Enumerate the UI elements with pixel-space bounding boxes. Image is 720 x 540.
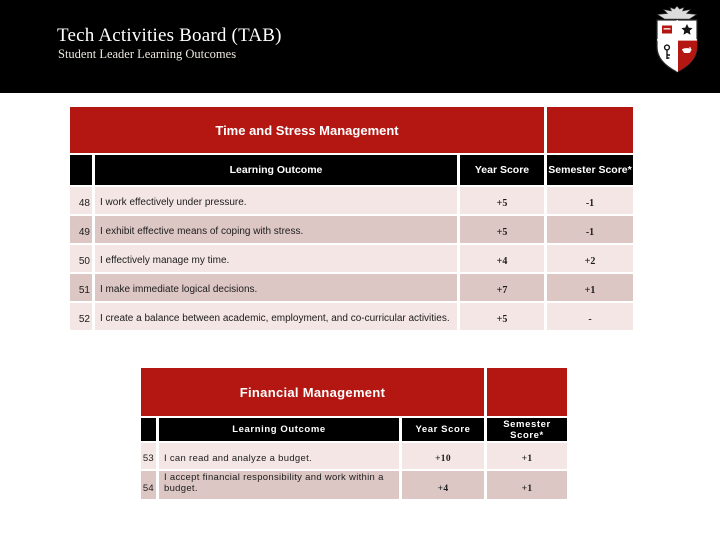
semester-score-cell: -1 [547,216,633,243]
table-title: Time and Stress Management [70,107,544,153]
outcome-cell: I accept financial responsibility and wo… [159,471,399,500]
row-number: 51 [70,274,92,301]
row-number: 48 [70,187,92,214]
year-score-cell: +7 [460,274,544,301]
row-number: 50 [70,245,92,272]
column-header-semester-score: Semester Score* [547,155,633,185]
outcome-cell: I can read and analyze a budget. [159,443,399,469]
outcome-cell: I exhibit effective means of coping with… [95,216,457,243]
slide-header: Tech Activities Board (TAB) Student Lead… [0,0,720,93]
column-header-year-score: Year Score [460,155,544,185]
outcome-cell: I make immediate logical decisions. [95,274,457,301]
row-number: 54 [141,471,156,500]
row-number: 49 [70,216,92,243]
row-number: 52 [70,303,92,330]
table-row: 52 I create a balance between academic, … [70,303,633,330]
university-crest-icon [656,5,698,73]
table-row: 49 I exhibit effective means of coping w… [70,216,633,243]
table-row: 50 I effectively manage my time. +4 +2 [70,245,633,272]
semester-score-cell: +1 [487,443,567,469]
year-score-cell: +4 [460,245,544,272]
table-row: 51 I make immediate logical decisions. +… [70,274,633,301]
year-score-cell: +4 [402,471,484,500]
column-header-learning-outcome: Learning Outcome [159,418,399,441]
semester-score-cell: +1 [487,471,567,500]
semester-score-cell: +2 [547,245,633,272]
table-title: Financial Management [141,368,484,416]
semester-score-cell: - [547,303,633,330]
semester-score-cell: +1 [547,274,633,301]
column-header-learning-outcome: Learning Outcome [95,155,457,185]
table-row: 48 I work effectively under pressure. +5… [70,187,633,214]
table-time-stress-management: Time and Stress Management Learning Outc… [67,105,636,332]
table-title-spacer-cell [487,368,567,416]
column-header-year-score: Year Score [402,418,484,441]
outcome-cell: I work effectively under pressure. [95,187,457,214]
column-header-number [70,155,92,185]
year-score-cell: +5 [460,187,544,214]
year-score-cell: +5 [460,303,544,330]
outcome-cell: I effectively manage my time. [95,245,457,272]
year-score-cell: +5 [460,216,544,243]
semester-score-cell: -1 [547,187,633,214]
page-title: Tech Activities Board (TAB) [57,25,282,46]
column-header-semester-score: Semester Score* [487,418,567,441]
page-subtitle: Student Leader Learning Outcomes [58,47,237,61]
year-score-cell: +10 [402,443,484,469]
table-row: 53 I can read and analyze a budget. +10 … [141,443,567,469]
outcome-cell: I create a balance between academic, emp… [95,303,457,330]
row-number: 53 [141,443,156,469]
table-title-spacer-cell [547,107,633,153]
table-financial-management: Financial Management Learning Outcome Ye… [138,366,570,501]
column-header-number [141,418,156,441]
table-row: 54 I accept financial responsibility and… [141,471,567,500]
